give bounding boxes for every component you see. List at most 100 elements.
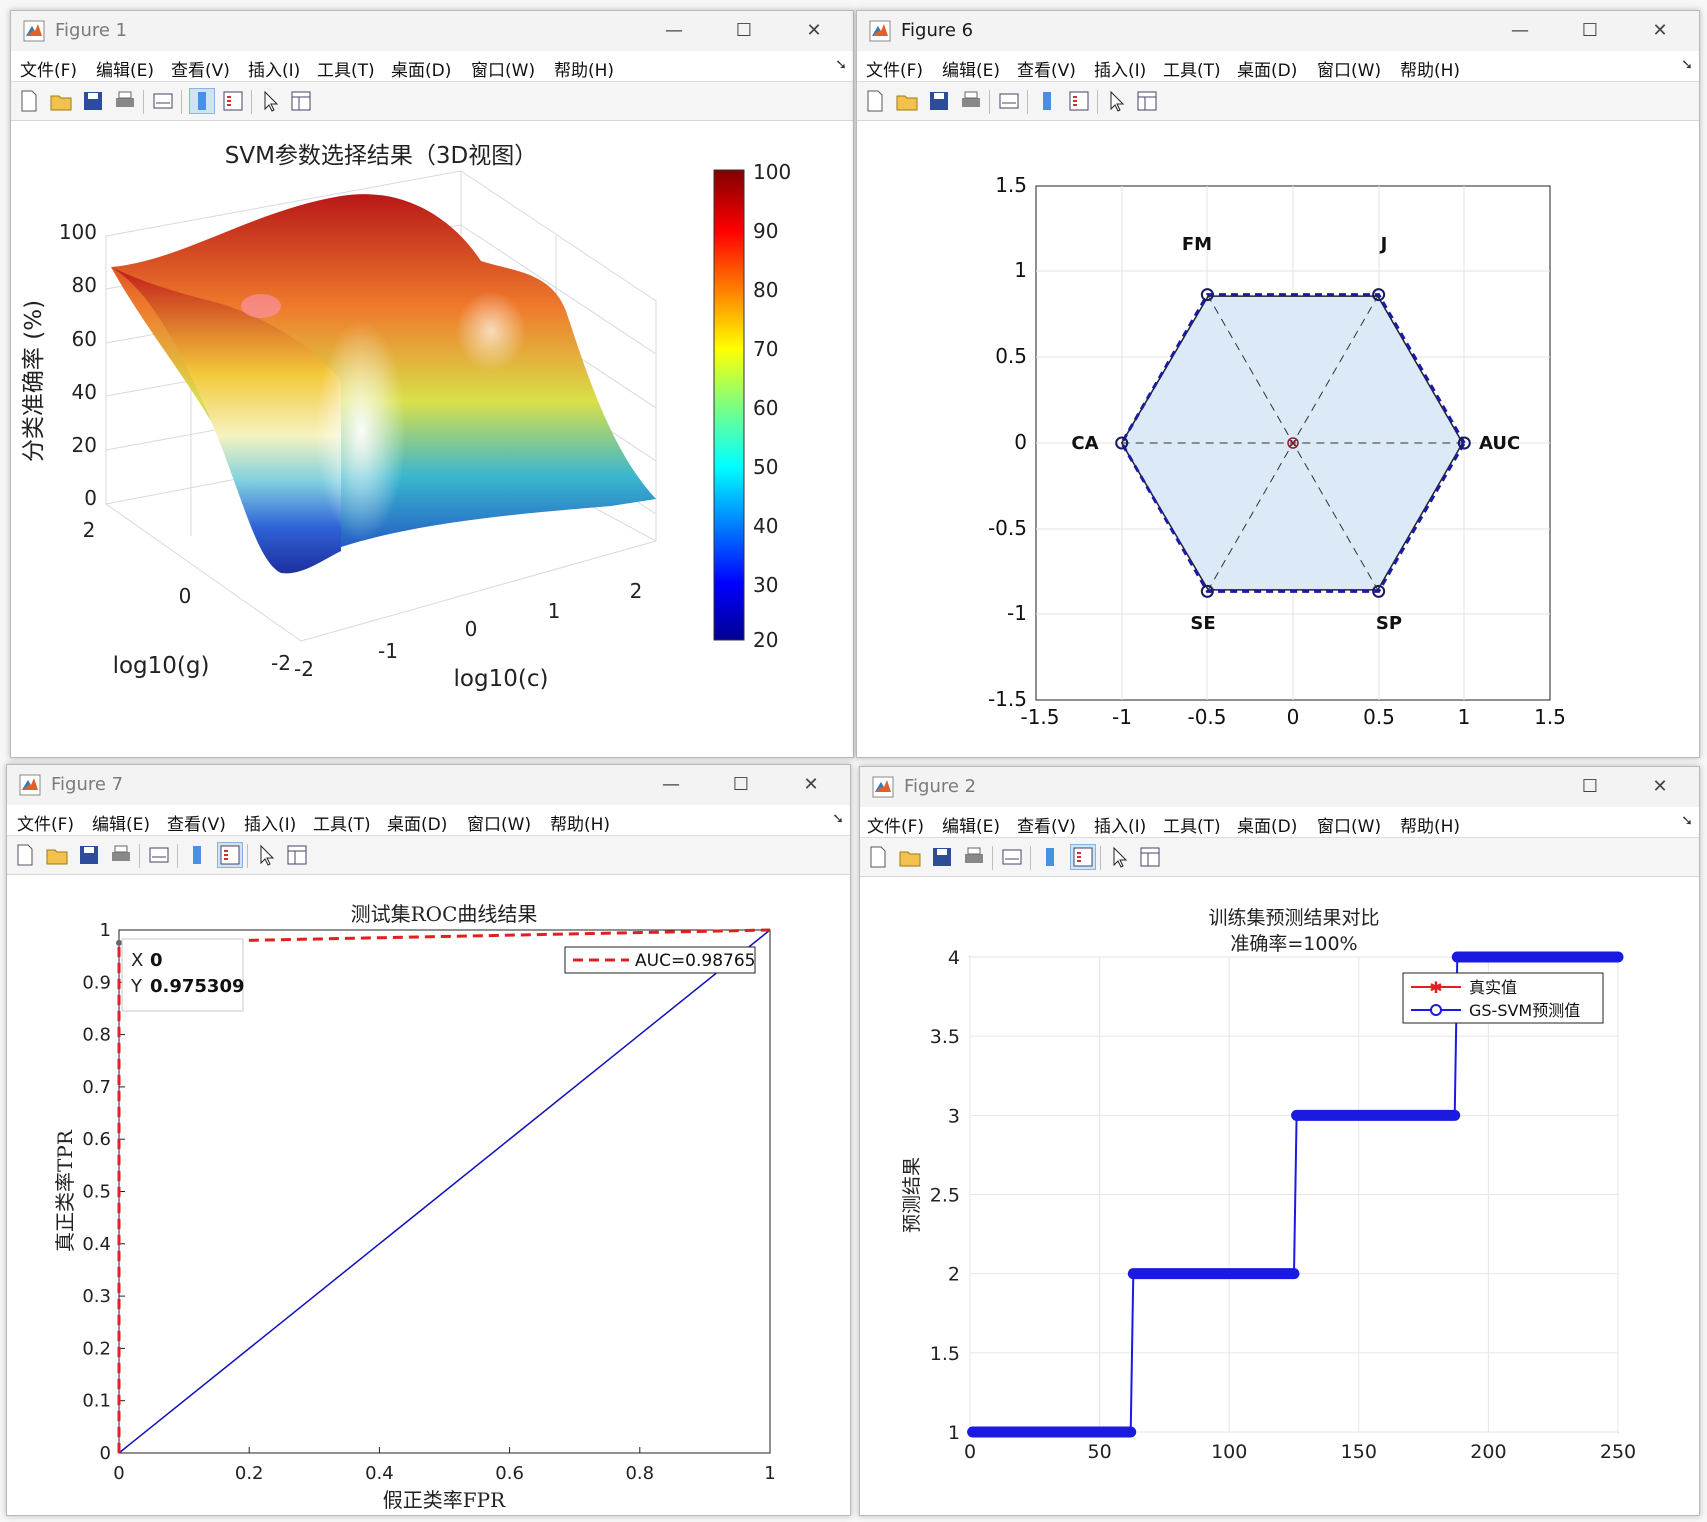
legend[interactable]: ✱ 真实值 GS-SVM预测值 <box>1402 972 1604 1024</box>
dock-arrow-icon[interactable]: ➘ <box>835 57 847 73</box>
figure2-canvas[interactable]: 0 50 100 150 200 250 4 3.5 3 2.5 2 1.5 1 训练集预测结果对比 准… <box>860 877 1699 1515</box>
menu-file[interactable]: 文件(F) <box>866 61 924 81</box>
menu-file[interactable]: 文件(F) <box>867 817 925 837</box>
legend-icon[interactable] <box>1067 89 1091 113</box>
menu-edit[interactable]: 编辑(E) <box>942 61 1001 81</box>
print-icon[interactable] <box>959 89 983 113</box>
legend[interactable]: AUC=0.98765 <box>564 946 756 974</box>
new-figure-icon[interactable] <box>13 843 37 867</box>
maximize-button[interactable]: ☐ <box>1581 776 1599 797</box>
save-icon[interactable] <box>81 89 105 113</box>
menu-insert[interactable]: 插入(I) <box>1094 817 1147 837</box>
datatip[interactable]: X 0 Y 0.975309 <box>121 938 245 1012</box>
figure2-window[interactable]: Figure 2 ☐ ✕ 文件(F) 编辑(E) 查看(V) 插入(I) 工具(… <box>859 766 1700 1516</box>
pointer-icon[interactable] <box>259 89 283 113</box>
close-button[interactable]: ✕ <box>806 20 822 41</box>
figure6-window[interactable]: Figure 6 — ☐ ✕ 文件(F) 编辑(E) 查看(V) 插入(I) 工… <box>856 10 1700 758</box>
menu-edit[interactable]: 编辑(E) <box>92 815 151 835</box>
link-plot-icon[interactable] <box>147 843 171 867</box>
menu-tools[interactable]: 工具(T) <box>313 815 371 835</box>
menu-edit[interactable]: 编辑(E) <box>942 817 1001 837</box>
figure7-window[interactable]: Figure 7 — ☐ ✕ 文件(F) 编辑(E) 查看(V) 插入(I) 工… <box>6 764 851 1516</box>
minimize-button[interactable]: — <box>1511 20 1529 41</box>
menu-file[interactable]: 文件(F) <box>20 61 78 81</box>
property-editor-icon[interactable] <box>1135 89 1159 113</box>
figure1-canvas[interactable]: 100 80 60 40 20 0 -2 -1 0 1 2 -2 0 2 log… <box>11 121 853 757</box>
maximize-button[interactable]: ☐ <box>735 20 753 41</box>
colorbar[interactable] <box>713 169 745 641</box>
link-plot-icon[interactable] <box>151 89 175 113</box>
save-icon[interactable] <box>77 843 101 867</box>
print-icon[interactable] <box>109 843 133 867</box>
menu-window[interactable]: 窗口(W) <box>1317 817 1382 837</box>
print-icon[interactable] <box>962 845 986 869</box>
figure1-window[interactable]: Figure 1 — ☐ ✕ 文件(F) 编辑(E) 查看(V) 插入(I) 工… <box>10 10 854 758</box>
figure7-titlebar[interactable]: Figure 7 — ☐ ✕ <box>7 765 850 805</box>
open-file-icon[interactable] <box>895 89 919 113</box>
property-editor-icon[interactable] <box>289 89 313 113</box>
maximize-button[interactable]: ☐ <box>732 774 750 795</box>
menu-view[interactable]: 查看(V) <box>1017 817 1076 837</box>
legend-icon[interactable] <box>217 842 243 868</box>
figure7-canvas[interactable]: 0 0.2 0.4 0.6 0.8 1 0 0.1 0.2 0.3 0.4 0.5 0.6 0.7 0.8 0… <box>7 875 850 1515</box>
menu-insert[interactable]: 插入(I) <box>244 815 297 835</box>
property-editor-icon[interactable] <box>1138 845 1162 869</box>
menu-insert[interactable]: 插入(I) <box>1094 61 1147 81</box>
menu-tools[interactable]: 工具(T) <box>317 61 375 81</box>
save-icon[interactable] <box>927 89 951 113</box>
colorbar-icon[interactable] <box>1035 89 1059 113</box>
maximize-button[interactable]: ☐ <box>1581 20 1599 41</box>
menu-tools[interactable]: 工具(T) <box>1163 61 1221 81</box>
menu-desktop[interactable]: 桌面(D) <box>391 61 452 81</box>
open-file-icon[interactable] <box>49 89 73 113</box>
save-icon[interactable] <box>930 845 954 869</box>
figure6-titlebar[interactable]: Figure 6 — ☐ ✕ <box>857 11 1699 51</box>
colorbar-icon[interactable] <box>189 88 215 114</box>
close-button[interactable]: ✕ <box>1652 20 1668 41</box>
figure2-titlebar[interactable]: Figure 2 ☐ ✕ <box>860 767 1699 807</box>
pointer-icon[interactable] <box>1108 845 1132 869</box>
menu-desktop[interactable]: 桌面(D) <box>387 815 448 835</box>
menu-file[interactable]: 文件(F) <box>17 815 75 835</box>
menu-desktop[interactable]: 桌面(D) <box>1237 817 1298 837</box>
open-file-icon[interactable] <box>898 845 922 869</box>
colorbar-icon[interactable] <box>185 843 209 867</box>
figure1-titlebar[interactable]: Figure 1 — ☐ ✕ <box>11 11 853 51</box>
menu-help[interactable]: 帮助(H) <box>1400 817 1461 837</box>
minimize-button[interactable]: — <box>662 774 680 795</box>
menu-window[interactable]: 窗口(W) <box>1317 61 1382 81</box>
legend-icon[interactable] <box>1070 844 1096 870</box>
menu-window[interactable]: 窗口(W) <box>471 61 536 81</box>
menu-view[interactable]: 查看(V) <box>1017 61 1076 81</box>
new-figure-icon[interactable] <box>866 845 890 869</box>
new-figure-icon[interactable] <box>17 89 41 113</box>
menu-insert[interactable]: 插入(I) <box>248 61 301 81</box>
figure6-canvas[interactable]: -1.5 -1 -0.5 0 0.5 1 1.5 1.5 1 0.5 0 -0.… <box>857 121 1699 757</box>
dock-arrow-icon[interactable]: ➘ <box>832 811 844 827</box>
link-plot-icon[interactable] <box>1000 845 1024 869</box>
menu-view[interactable]: 查看(V) <box>171 61 230 81</box>
y-tick-label: 2 <box>83 518 96 542</box>
menu-help[interactable]: 帮助(H) <box>550 815 611 835</box>
menu-window[interactable]: 窗口(W) <box>467 815 532 835</box>
menu-help[interactable]: 帮助(H) <box>554 61 615 81</box>
colorbar-icon[interactable] <box>1038 845 1062 869</box>
legend-icon[interactable] <box>221 89 245 113</box>
menu-tools[interactable]: 工具(T) <box>1163 817 1221 837</box>
print-icon[interactable] <box>113 89 137 113</box>
dock-arrow-icon[interactable]: ➘ <box>1681 57 1693 73</box>
menu-edit[interactable]: 编辑(E) <box>96 61 155 81</box>
link-plot-icon[interactable] <box>997 89 1021 113</box>
dock-arrow-icon[interactable]: ➘ <box>1681 813 1693 829</box>
menu-help[interactable]: 帮助(H) <box>1400 61 1461 81</box>
close-button[interactable]: ✕ <box>803 774 819 795</box>
pointer-icon[interactable] <box>255 843 279 867</box>
close-button[interactable]: ✕ <box>1652 776 1668 797</box>
menu-view[interactable]: 查看(V) <box>167 815 226 835</box>
pointer-icon[interactable] <box>1105 89 1129 113</box>
open-file-icon[interactable] <box>45 843 69 867</box>
minimize-button[interactable]: — <box>665 20 683 41</box>
property-editor-icon[interactable] <box>285 843 309 867</box>
menu-desktop[interactable]: 桌面(D) <box>1237 61 1298 81</box>
new-figure-icon[interactable] <box>863 89 887 113</box>
